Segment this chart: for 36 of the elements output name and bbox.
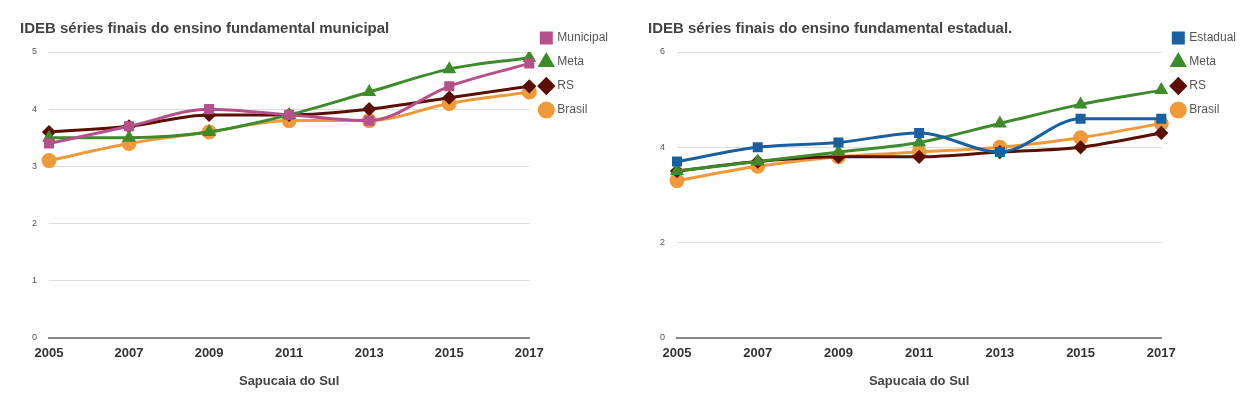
- chart-title: IDEB séries finais do ensino fundamental estadual.: [648, 19, 1013, 37]
- x-tick-label: 2011: [905, 345, 934, 361]
- y-tick-label: 0: [31, 332, 38, 343]
- legend-label: Meta: [1189, 54, 1217, 69]
- x-tick-label: 2015: [1066, 345, 1096, 361]
- y-tick-label: 3: [31, 160, 38, 171]
- legend-label: Brasil: [557, 102, 588, 117]
- legend-label: Estadual: [1189, 30, 1236, 45]
- x-axis-title: Sapucaia do Sul: [238, 372, 340, 388]
- x-tick-label: 2017: [514, 345, 544, 361]
- y-tick-label: 1: [31, 275, 38, 286]
- y-tick-label: 5: [31, 46, 38, 57]
- legend-label: Meta: [557, 54, 585, 69]
- x-tick-label: 2015: [434, 345, 464, 361]
- x-tick-label: 2007: [114, 345, 144, 361]
- chart-title: IDEB séries finais do ensino fundamental municipal: [20, 19, 390, 37]
- x-tick-label: 2017: [1146, 345, 1176, 361]
- x-tick-label: 2005: [662, 345, 692, 361]
- x-tick-label: 2013: [985, 345, 1015, 361]
- x-tick-label: 2005: [34, 345, 64, 361]
- x-tick-label: 2007: [743, 345, 773, 361]
- x-tick-label: 2009: [194, 345, 224, 361]
- legend-label: Brasil: [1189, 102, 1220, 117]
- y-tick-label: 0: [659, 332, 666, 343]
- y-tick-label: 4: [659, 141, 666, 152]
- legend-label: RS: [1189, 78, 1206, 93]
- y-tick-label: 2: [659, 237, 666, 248]
- x-tick-label: 2013: [354, 345, 384, 361]
- x-tick-label: 2011: [275, 345, 304, 361]
- x-axis-title: Sapucaia do Sul: [868, 372, 970, 388]
- x-tick-label: 2009: [823, 345, 853, 361]
- y-tick-label: 2: [31, 217, 38, 228]
- legend-label: RS: [557, 78, 574, 93]
- y-tick-label: 4: [31, 103, 38, 114]
- legend-label: Municipal: [557, 30, 609, 45]
- y-tick-label: 6: [659, 46, 666, 57]
